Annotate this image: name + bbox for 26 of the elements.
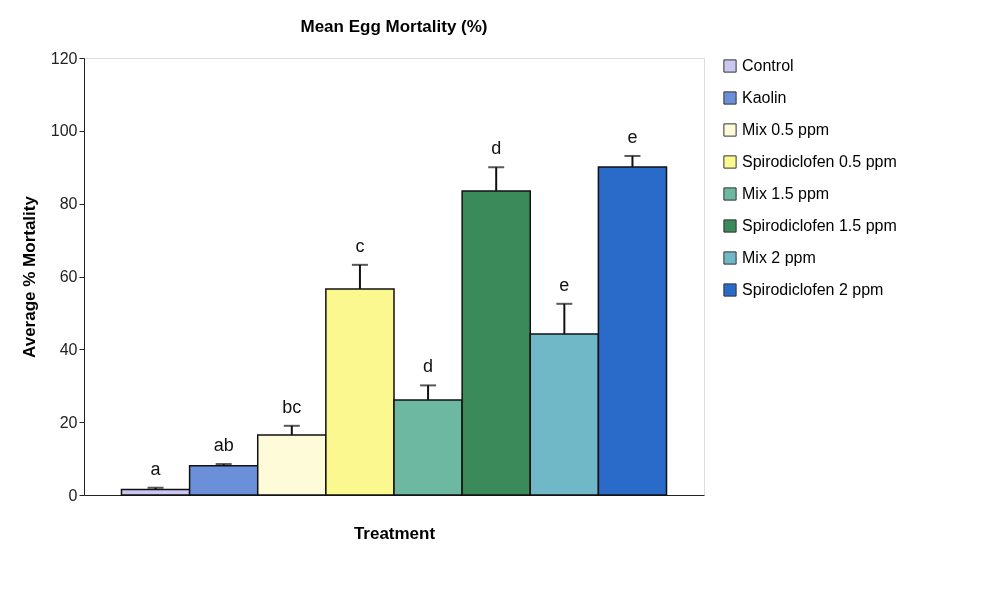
- legend-label: Spirodiclofen 1.5 ppm: [742, 217, 897, 234]
- annotation: a: [150, 458, 162, 479]
- y-tick-label: 40: [59, 340, 78, 358]
- chart-title: Mean Egg Mortality (%): [300, 17, 488, 36]
- y-tick-label: 60: [59, 268, 78, 285]
- legend-label: Mix 2 ppm: [742, 249, 816, 266]
- y-tick-label: 100: [50, 122, 78, 140]
- y-axis-title: Average % Mortality: [19, 195, 39, 358]
- legend-label: Control: [742, 57, 794, 74]
- legend-label: Mix 0.5 ppm: [742, 121, 830, 138]
- y-tick-label: 120: [50, 49, 78, 67]
- legend-label: Spirodiclofen 0.5 ppm: [742, 153, 897, 170]
- annotation: d: [423, 356, 434, 377]
- legend-label: Spirodiclofen 2 ppm: [742, 281, 884, 298]
- annotation: d: [491, 138, 502, 159]
- y-tick-label: 0: [68, 486, 78, 504]
- annotation: e: [627, 126, 638, 147]
- annotation: ab: [213, 435, 234, 456]
- legend-label: Kaolin: [742, 89, 787, 106]
- annotation: bc: [282, 396, 302, 417]
- legend-label: Mix 1.5 ppm: [742, 185, 830, 202]
- y-tick-label: 80: [59, 195, 78, 213]
- x-axis-title: Treatment: [353, 523, 436, 543]
- annotation: e: [559, 274, 570, 295]
- y-tick-label: 20: [59, 413, 78, 431]
- annotation: c: [355, 235, 365, 256]
